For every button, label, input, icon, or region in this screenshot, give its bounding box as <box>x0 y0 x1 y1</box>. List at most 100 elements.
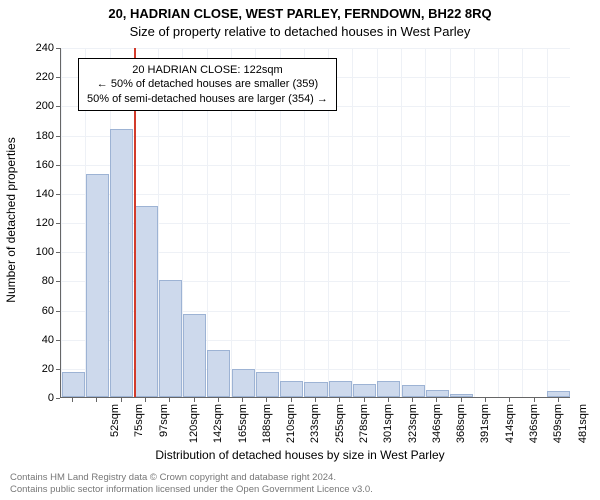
x-tick-mark <box>485 398 486 402</box>
gridline-v <box>377 48 378 397</box>
y-tick-label: 160 <box>14 159 54 171</box>
x-tick-label: 52sqm <box>109 404 121 437</box>
y-tick-mark <box>56 48 60 49</box>
x-tick-label: 188sqm <box>261 404 273 443</box>
x-tick-mark <box>509 398 510 402</box>
x-tick-mark <box>169 398 170 402</box>
y-tick-mark <box>56 165 60 166</box>
x-tick-label: 75sqm <box>133 404 145 437</box>
gridline-v <box>401 48 402 397</box>
y-tick-label: 140 <box>14 188 54 200</box>
y-tick-label: 200 <box>14 100 54 112</box>
x-tick-mark <box>364 398 365 402</box>
x-tick-mark <box>218 398 219 402</box>
y-tick-label: 40 <box>14 334 54 346</box>
gridline-v <box>498 48 499 397</box>
histogram-bar <box>353 384 376 397</box>
y-tick-label: 240 <box>14 42 54 54</box>
x-tick-label: 391sqm <box>480 404 492 443</box>
x-tick-mark <box>72 398 73 402</box>
annotation-line-2: ← 50% of detached houses are smaller (35… <box>87 77 328 91</box>
histogram-bar <box>547 391 570 397</box>
annotation-line-1: 20 HADRIAN CLOSE: 122sqm <box>87 63 328 77</box>
histogram-bar <box>426 390 449 397</box>
y-tick-label: 220 <box>14 71 54 83</box>
gridline-v <box>547 48 548 397</box>
histogram-bar <box>450 394 473 397</box>
x-tick-label: 323sqm <box>407 404 419 443</box>
histogram-bar <box>329 381 352 397</box>
gridline-v <box>425 48 426 397</box>
x-tick-label: 346sqm <box>431 404 443 443</box>
y-tick-mark <box>56 311 60 312</box>
histogram-bar <box>377 381 400 397</box>
annotation-box: 20 HADRIAN CLOSE: 122sqm ← 50% of detach… <box>78 58 337 111</box>
x-tick-mark <box>291 398 292 402</box>
y-tick-mark <box>56 369 60 370</box>
y-tick-label: 100 <box>14 246 54 258</box>
histogram-bar <box>62 372 85 397</box>
y-tick-label: 60 <box>14 305 54 317</box>
y-tick-mark <box>56 136 60 137</box>
histogram-bar <box>207 350 230 397</box>
x-tick-label: 301sqm <box>382 404 394 443</box>
y-tick-mark <box>56 223 60 224</box>
x-tick-label: 368sqm <box>455 404 467 443</box>
histogram-bar <box>232 369 255 397</box>
gridline-h <box>61 165 570 166</box>
x-tick-label: 142sqm <box>212 404 224 443</box>
x-tick-label: 255sqm <box>334 404 346 443</box>
x-tick-label: 233sqm <box>310 404 322 443</box>
x-axis-title: Distribution of detached houses by size … <box>0 448 600 462</box>
y-tick-mark <box>56 194 60 195</box>
x-tick-label: 278sqm <box>358 404 370 443</box>
histogram-bar <box>280 381 303 397</box>
x-tick-mark <box>339 398 340 402</box>
x-tick-mark <box>121 398 122 402</box>
x-tick-mark <box>145 398 146 402</box>
y-tick-mark <box>56 340 60 341</box>
histogram-bar <box>304 382 327 397</box>
x-tick-label: 120sqm <box>188 404 200 443</box>
x-tick-mark <box>266 398 267 402</box>
y-tick-mark <box>56 77 60 78</box>
x-tick-mark <box>242 398 243 402</box>
x-tick-mark <box>194 398 195 402</box>
x-tick-label: 165sqm <box>237 404 249 443</box>
gridline-h <box>61 194 570 195</box>
gridline-v <box>522 48 523 397</box>
y-tick-label: 180 <box>14 130 54 142</box>
histogram-bar <box>402 385 425 397</box>
gridline-v <box>61 48 62 397</box>
histogram-bar <box>86 174 109 397</box>
footer-attribution: Contains HM Land Registry data © Crown c… <box>10 472 373 496</box>
histogram-bar <box>256 372 279 397</box>
x-tick-mark <box>558 398 559 402</box>
chart-title-address: 20, HADRIAN CLOSE, WEST PARLEY, FERNDOWN… <box>0 6 600 21</box>
footer-line-1: Contains HM Land Registry data © Crown c… <box>10 472 373 484</box>
x-tick-mark <box>436 398 437 402</box>
y-tick-label: 120 <box>14 217 54 229</box>
x-tick-mark <box>412 398 413 402</box>
histogram-bar <box>110 129 133 397</box>
chart-subtitle: Size of property relative to detached ho… <box>0 24 600 39</box>
x-tick-label: 436sqm <box>528 404 540 443</box>
y-tick-mark <box>56 281 60 282</box>
y-tick-mark <box>56 252 60 253</box>
gridline-v <box>352 48 353 397</box>
gridline-h <box>61 48 570 49</box>
x-tick-mark <box>461 398 462 402</box>
x-tick-label: 414sqm <box>504 404 516 443</box>
footer-line-2: Contains public sector information licen… <box>10 484 373 496</box>
y-tick-mark <box>56 106 60 107</box>
gridline-h <box>61 136 570 137</box>
x-tick-mark <box>388 398 389 402</box>
gridline-v <box>474 48 475 397</box>
gridline-v <box>450 48 451 397</box>
histogram-bar <box>134 206 157 397</box>
x-tick-label: 459sqm <box>552 404 564 443</box>
x-tick-mark <box>534 398 535 402</box>
x-tick-label: 481sqm <box>577 404 589 443</box>
histogram-bar <box>183 314 206 397</box>
x-tick-mark <box>96 398 97 402</box>
